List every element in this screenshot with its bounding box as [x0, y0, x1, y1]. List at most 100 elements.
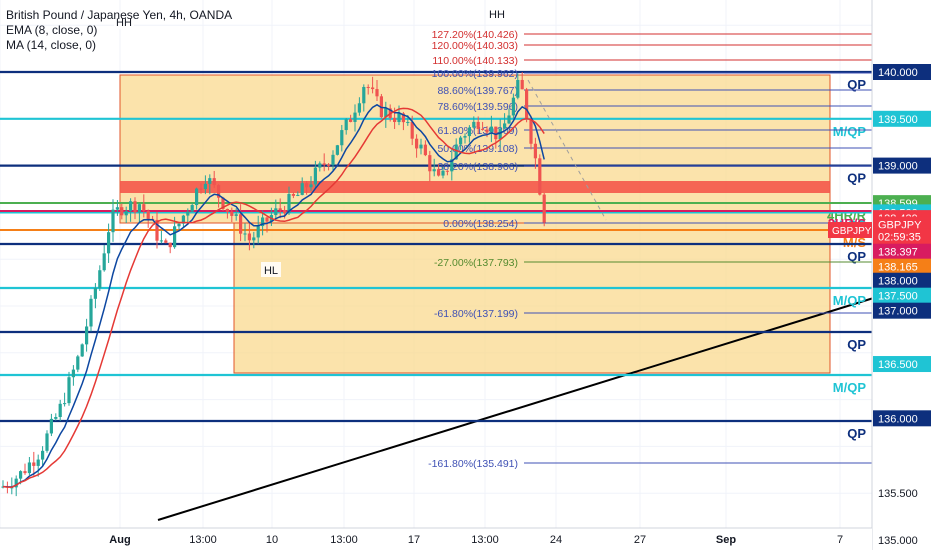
annotation-label[interactable]: HH — [116, 17, 132, 29]
symbol-tag[interactable]: GBPJPY — [832, 226, 872, 237]
candle-body — [335, 145, 339, 155]
price-label-text[interactable]: 139.500 — [878, 114, 918, 126]
price-label-bg — [873, 258, 931, 275]
fib-label-4: 88.60%(139.767) — [437, 85, 518, 97]
annotation-hh-0: HH — [114, 14, 134, 29]
candle-body — [32, 462, 36, 466]
candle-body — [445, 170, 449, 172]
price-label-0[interactable]: 140.000 — [873, 64, 931, 80]
candle-body — [230, 211, 234, 216]
annotation-hh-1: HH — [487, 6, 507, 21]
candle-body — [159, 240, 163, 242]
price-label-8[interactable]: 138.397 — [873, 243, 931, 260]
candle-body — [155, 219, 159, 241]
candle-body — [366, 86, 370, 88]
candle-body — [485, 129, 489, 133]
candle-body — [454, 144, 458, 160]
annotation-hl-2: HL — [261, 262, 281, 277]
price-label-text[interactable]: 139.000 — [878, 161, 918, 173]
level-label-9: QP — [847, 337, 866, 352]
time-tick-9: 7 — [837, 534, 843, 546]
candle-body — [542, 194, 546, 223]
candle-body — [36, 459, 40, 466]
price-label-text[interactable]: 135.500 — [878, 488, 918, 500]
candle-body — [353, 112, 357, 122]
price-label-16[interactable]: 135.000 — [878, 535, 918, 547]
candle-body — [173, 226, 177, 248]
ma-indicator-label[interactable]: MA (14, close, 0) — [6, 38, 97, 52]
candle-body — [129, 201, 133, 212]
candle-body — [520, 79, 524, 90]
candle-body — [63, 403, 67, 405]
candle-body — [247, 233, 251, 241]
price-label-9[interactable]: 138.165 — [873, 258, 931, 275]
candle-body — [494, 126, 498, 140]
candle-body — [507, 115, 511, 124]
time-tick-6: 24 — [550, 534, 562, 546]
candle-body — [76, 356, 80, 370]
fib-label-5: 78.60%(139.596) — [437, 101, 518, 113]
candle-body — [309, 184, 313, 188]
price-label-text[interactable]: 136.500 — [878, 359, 918, 371]
candle-body — [181, 215, 185, 224]
price-label-text[interactable]: 137.500 — [878, 291, 918, 303]
candle-body — [89, 298, 93, 327]
price-label-7[interactable]: 02:59:35 — [873, 228, 931, 245]
candle-body — [195, 188, 199, 206]
price-label-text[interactable]: 136.000 — [878, 413, 918, 425]
candle-body — [393, 117, 397, 123]
candle-body — [221, 197, 225, 209]
price-label-text[interactable]: 138.000 — [878, 276, 918, 288]
time-tick-7: 27 — [634, 534, 646, 546]
price-label-text[interactable]: 140.000 — [878, 67, 918, 79]
price-label-13[interactable]: 136.500 — [873, 356, 931, 373]
price-label-bg — [873, 272, 931, 289]
price-label-15[interactable]: 135.500 — [878, 488, 918, 500]
candle-body — [410, 121, 414, 139]
level-label-1: M/QP — [833, 124, 867, 139]
price-label-2[interactable]: 139.000 — [873, 157, 931, 174]
price-label-14[interactable]: 136.000 — [873, 410, 931, 427]
resistance-band — [120, 181, 830, 193]
candle-body — [14, 478, 18, 488]
candle-body — [208, 178, 212, 184]
ascending-trendline — [157, 295, 881, 521]
candle-body — [98, 270, 102, 289]
price-label-text[interactable]: 135.000 — [878, 535, 918, 547]
candle-body — [463, 136, 467, 138]
annotation-label[interactable]: HL — [264, 265, 278, 277]
candle-body — [467, 127, 471, 137]
ema-indicator-label[interactable]: EMA (8, close, 0) — [6, 23, 98, 37]
candle-body — [450, 159, 454, 172]
price-label-text[interactable]: 138.397 — [878, 247, 918, 259]
candle-body — [318, 163, 322, 168]
price-label-bg — [873, 64, 931, 80]
candle-body — [327, 164, 331, 166]
price-label-text[interactable]: 137.000 — [878, 306, 918, 318]
price-label-1[interactable]: 139.500 — [873, 110, 931, 127]
candle-body — [419, 144, 423, 149]
candle-body — [287, 193, 291, 214]
price-label-text[interactable]: 138.165 — [878, 262, 918, 274]
candle-body — [432, 169, 436, 172]
symbol-title[interactable]: British Pound / Japanese Yen, 4h, OANDA — [6, 8, 233, 22]
candle-body — [322, 163, 326, 165]
price-label-12[interactable]: 137.000 — [873, 302, 931, 319]
annotation-bg — [261, 262, 281, 277]
candle-body — [305, 183, 309, 188]
candle-body — [217, 185, 221, 198]
candle-body — [49, 418, 53, 434]
price-label-11[interactable]: 137.500 — [873, 287, 931, 304]
level-label-10: M/QP — [833, 380, 867, 395]
annotation-label[interactable]: HH — [489, 9, 505, 21]
time-tick-2: 10 — [266, 534, 278, 546]
price-label-text[interactable]: 02:59:35 — [878, 231, 921, 243]
candle-body — [115, 207, 119, 210]
price-label-10[interactable]: 138.000 — [873, 272, 931, 289]
candle-body — [371, 87, 375, 90]
candle-body — [93, 288, 97, 299]
candle-body — [19, 471, 23, 479]
candle-body — [357, 103, 361, 113]
